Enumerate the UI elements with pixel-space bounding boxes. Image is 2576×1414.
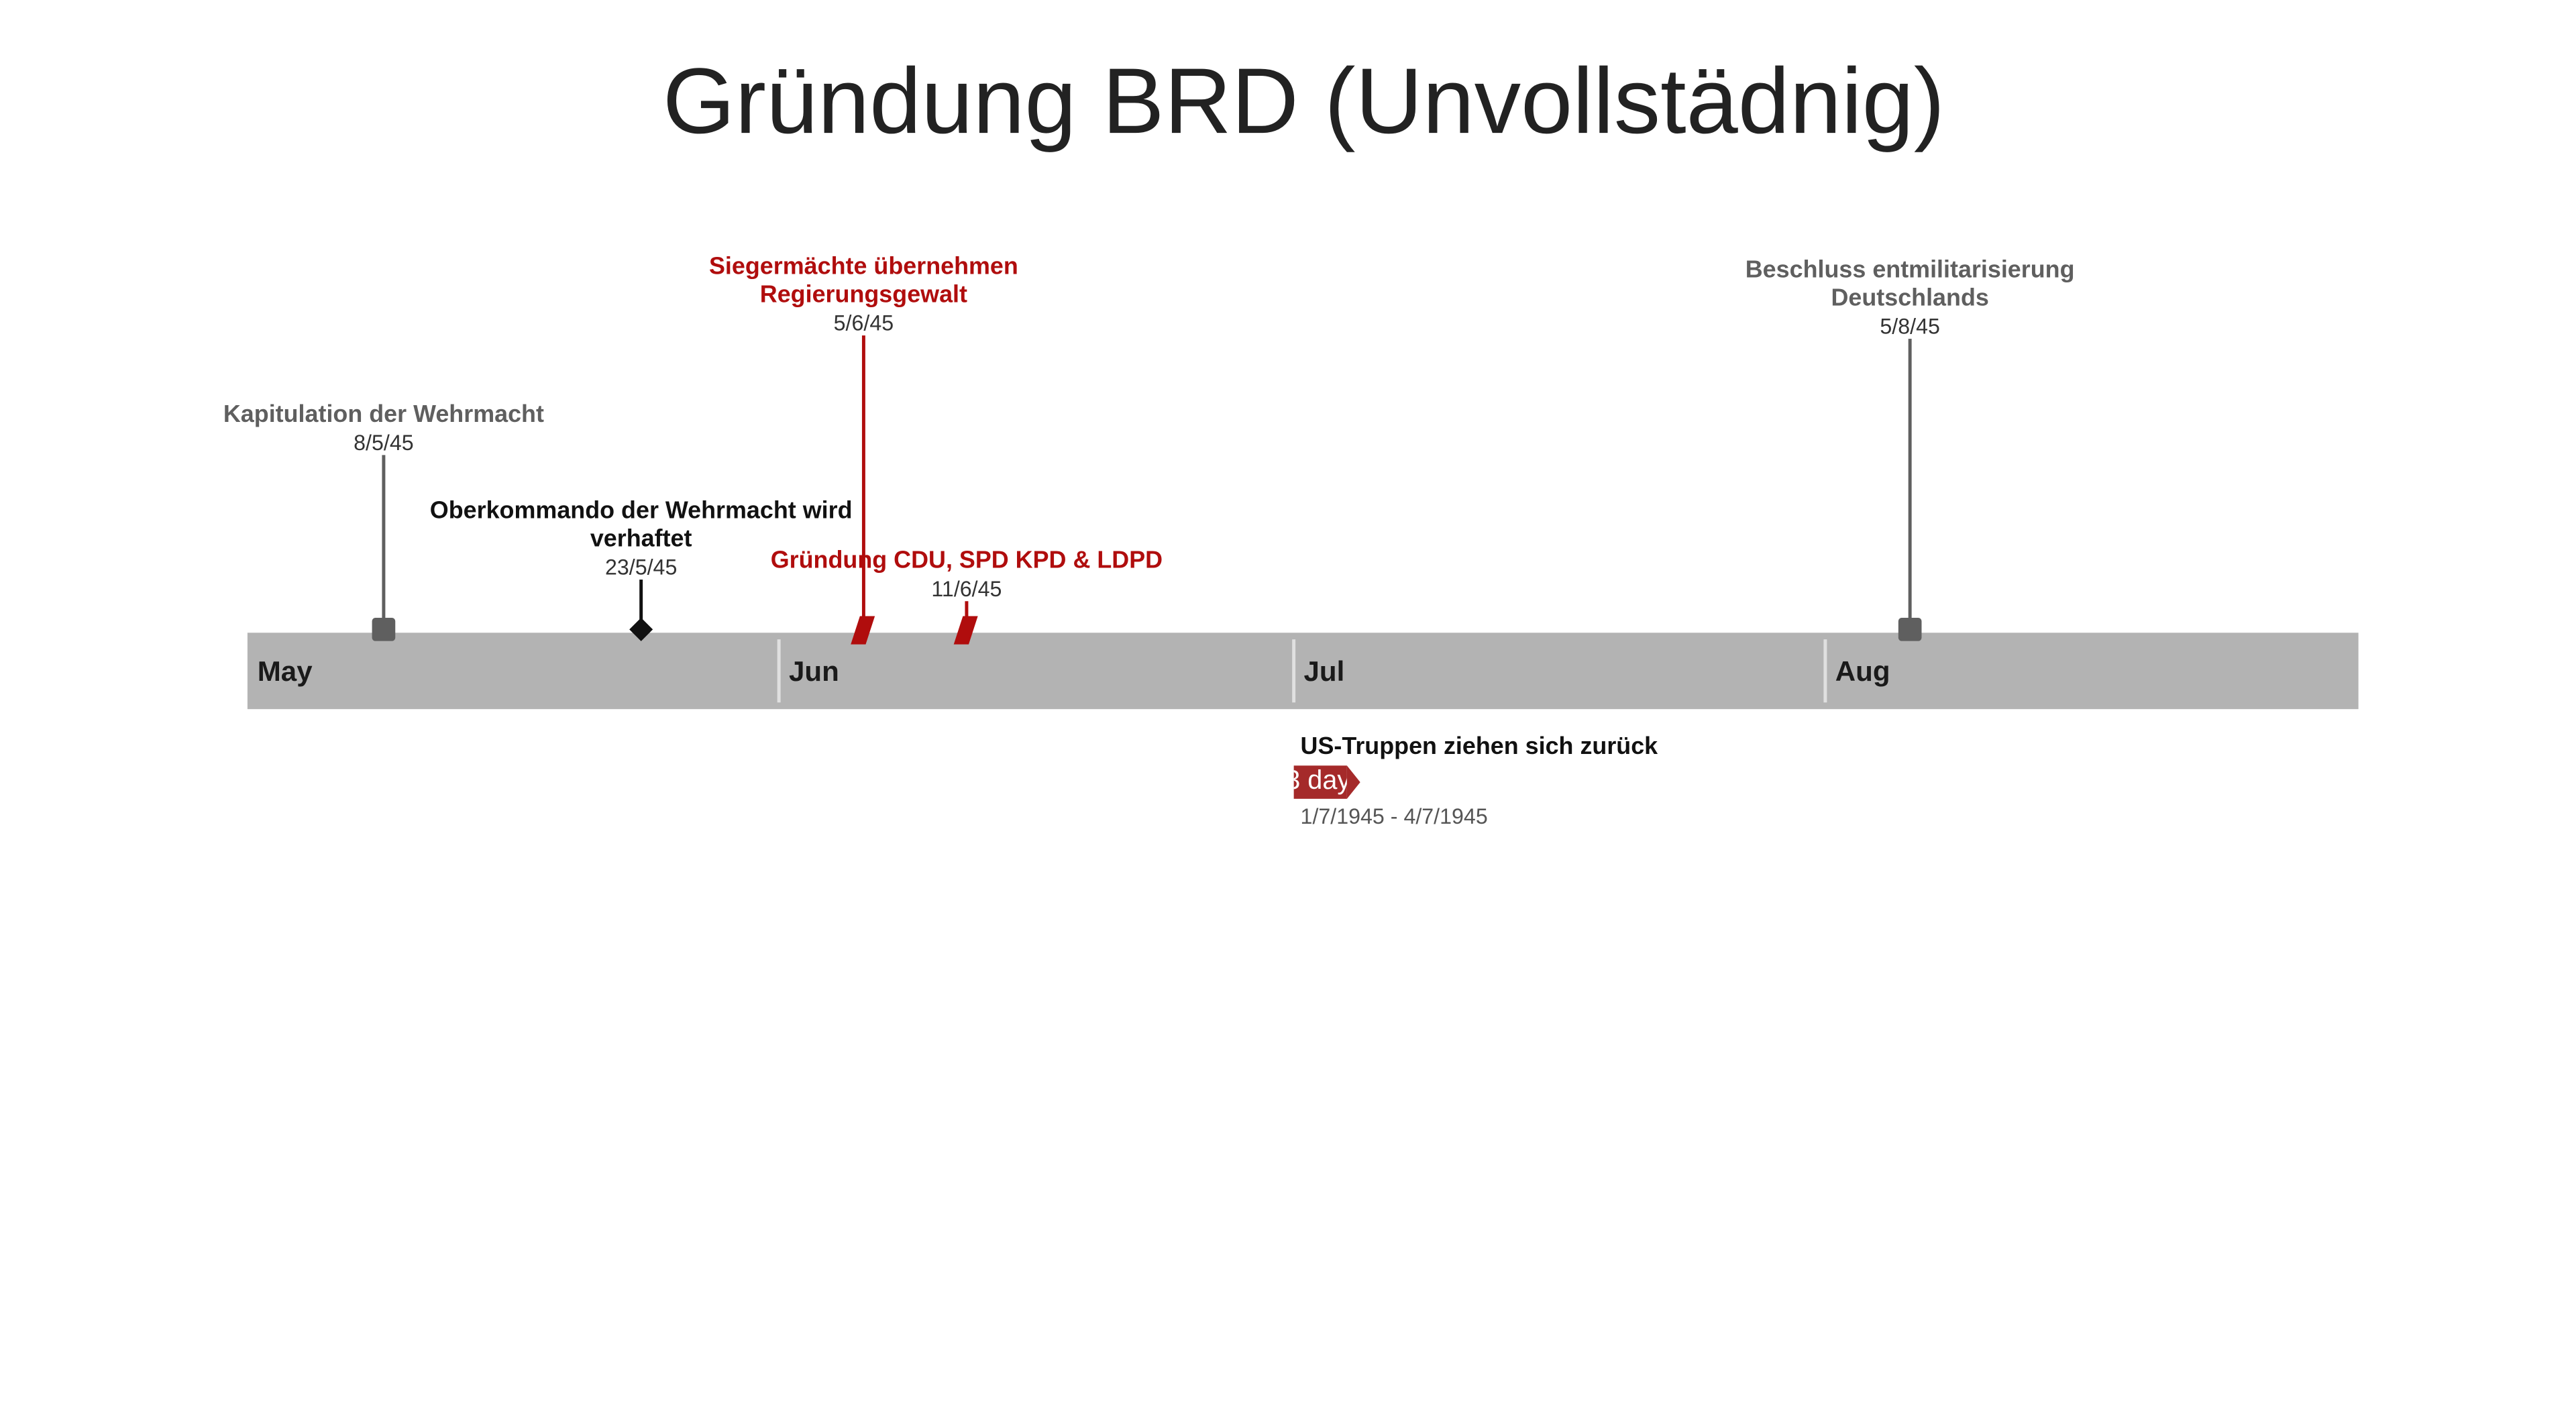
range-dates: 1/7/1945 - 4/7/1945 bbox=[1300, 804, 1488, 829]
event-stem bbox=[1908, 339, 1912, 621]
arrow-right-icon bbox=[1346, 765, 1360, 799]
event-title: Gründung CDU, SPD KPD & LDPD bbox=[770, 548, 1163, 575]
page-title: Gründung BRD (Unvollstädnig) bbox=[662, 48, 1945, 153]
event-title: Siegermächte übernehmen Regierungsgewalt bbox=[708, 254, 1018, 309]
event-date: 8/5/45 bbox=[354, 430, 414, 455]
event-title: Beschluss entmilitarisierung Deutschland… bbox=[1745, 257, 2075, 313]
event-stem bbox=[861, 335, 865, 618]
month-separator bbox=[1823, 639, 1827, 703]
event-stem bbox=[639, 580, 643, 623]
month-label-jul: Jul bbox=[1303, 655, 1345, 688]
event-date: 11/6/45 bbox=[931, 576, 1002, 602]
event-date: 23/5/45 bbox=[604, 554, 678, 580]
range-bar: 3 days bbox=[1293, 765, 1347, 799]
month-separator bbox=[1292, 639, 1296, 703]
square-marker-icon bbox=[372, 617, 396, 641]
range-duration-label: 3 days bbox=[1294, 767, 1347, 796]
event-stem bbox=[382, 455, 386, 621]
event-title: Oberkommando der Wehrmacht wird verhafte… bbox=[429, 498, 853, 553]
event-date: 5/6/45 bbox=[833, 310, 894, 336]
event-stem bbox=[965, 601, 969, 618]
month-label-aug: Aug bbox=[1835, 655, 1890, 688]
timeline-axis: May Jun Jul Aug bbox=[247, 633, 2359, 710]
square-marker-icon bbox=[1898, 617, 1922, 641]
event-date: 5/8/45 bbox=[1880, 313, 1940, 339]
month-label-may: May bbox=[257, 655, 313, 688]
month-separator bbox=[777, 639, 781, 703]
event-title: Kapitulation der Wehrmacht bbox=[223, 402, 544, 429]
range-title: US-Truppen ziehen sich zurück bbox=[1300, 734, 1658, 761]
month-label-jun: Jun bbox=[789, 655, 839, 688]
